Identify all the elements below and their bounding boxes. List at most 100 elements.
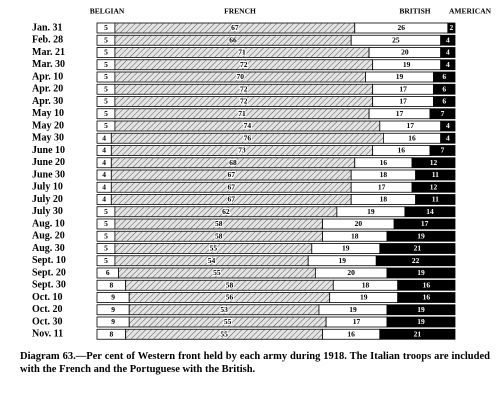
bar-segment (447, 22, 456, 34)
category-label: Mar. 30 (32, 59, 65, 70)
value-label: 6 (442, 84, 446, 93)
category-label: Jan. 31 (32, 22, 63, 33)
bar-hatch (111, 170, 352, 180)
category-label: May 30 (32, 133, 64, 144)
value-label: 56 (226, 293, 234, 302)
value-label: 19 (367, 207, 375, 216)
value-label: 25 (392, 35, 400, 44)
bar-hatch (118, 268, 316, 278)
value-label: 8 (109, 280, 113, 289)
value-label: 9 (111, 305, 115, 314)
value-label: 19 (417, 305, 425, 314)
bar-segment (440, 120, 456, 132)
value-label: 5 (104, 121, 108, 130)
category-label: Sept. 20 (32, 267, 66, 278)
bar-hatch (114, 72, 366, 82)
value-label: 5 (104, 35, 108, 44)
bar-hatch (114, 84, 373, 95)
bar-segment (411, 157, 456, 169)
value-label: 62 (222, 207, 230, 216)
category-label: Mar. 21 (32, 47, 65, 58)
value-label: 68 (229, 158, 237, 167)
value-label: 16 (398, 146, 406, 155)
value-label: 4 (446, 48, 450, 57)
value-label: 54 (208, 256, 216, 265)
value-label: 17 (421, 219, 429, 228)
bar-hatch (129, 292, 330, 303)
bar-hatch (114, 255, 309, 266)
bar-segment (440, 47, 456, 58)
legend-label: FRENCH (224, 7, 256, 16)
bar-segment (375, 255, 456, 267)
bar-segment (415, 194, 456, 205)
value-label: 19 (396, 72, 404, 81)
category-label: May 20 (32, 120, 64, 131)
value-label: 67 (228, 182, 236, 191)
value-label: 73 (238, 146, 246, 155)
bar-segment (429, 108, 456, 120)
value-label: 16 (423, 293, 431, 302)
value-label: 67 (228, 170, 236, 179)
value-label: 14 (426, 207, 434, 216)
value-label: 5 (104, 60, 108, 69)
category-label: May 10 (32, 108, 64, 119)
value-label: 4 (102, 170, 106, 179)
category-label: June 30 (32, 169, 65, 180)
bar-hatch (111, 194, 352, 205)
category-label: Apr. 10 (32, 71, 63, 82)
value-label: 17 (399, 84, 407, 93)
value-label: 5 (104, 207, 108, 216)
value-label: 4 (102, 133, 106, 142)
value-label: 19 (360, 293, 368, 302)
value-label: 5 (104, 23, 108, 32)
value-label: 18 (351, 231, 359, 240)
bar-segment (393, 218, 456, 230)
bar-hatch (114, 96, 373, 107)
bar-segment (386, 304, 456, 316)
bar-segment (379, 328, 456, 340)
category-label: Aug. 20 (32, 231, 65, 242)
value-label: 4 (446, 60, 450, 69)
bar-segment (440, 132, 456, 144)
value-label: 19 (417, 231, 425, 240)
bar-hatch (114, 108, 370, 119)
bar-hatch (114, 231, 323, 242)
value-label: 67 (228, 195, 236, 204)
value-label: 5 (104, 219, 108, 228)
caption: Diagram 63.—Per cent of Western front he… (20, 351, 490, 375)
category-label: Aug. 30 (32, 243, 65, 254)
bar-hatch (114, 206, 337, 217)
value-label: 5 (104, 97, 108, 106)
value-label: 5 (104, 231, 108, 240)
value-label: 17 (378, 182, 386, 191)
bar-segment (386, 230, 456, 242)
bar-hatch (129, 304, 319, 315)
bar-segment (433, 96, 456, 107)
value-label: 5 (104, 72, 108, 81)
category-label: July 30 (32, 206, 63, 217)
value-label: 5 (104, 109, 108, 118)
category-label: Apr. 20 (32, 84, 63, 95)
value-label: 71 (238, 48, 246, 57)
bar-hatch (129, 317, 327, 327)
value-label: 66 (229, 35, 237, 44)
value-label: 19 (338, 256, 346, 265)
value-label: 74 (244, 121, 252, 130)
value-label: 67 (231, 23, 239, 32)
value-label: 70 (236, 72, 244, 81)
value-label: 72 (240, 97, 248, 106)
category-label: Oct. 10 (32, 292, 63, 303)
value-label: 19 (417, 268, 425, 277)
value-label: 6 (106, 268, 110, 277)
value-label: 20 (355, 219, 363, 228)
value-label: 58 (215, 219, 223, 228)
value-label: 4 (446, 133, 450, 142)
bar-hatch (111, 145, 373, 156)
value-label: 19 (403, 60, 411, 69)
value-label: 17 (407, 121, 415, 130)
category-label: Oct. 20 (32, 304, 63, 315)
value-label: 4 (446, 121, 450, 130)
category-label: Apr. 30 (32, 96, 63, 107)
